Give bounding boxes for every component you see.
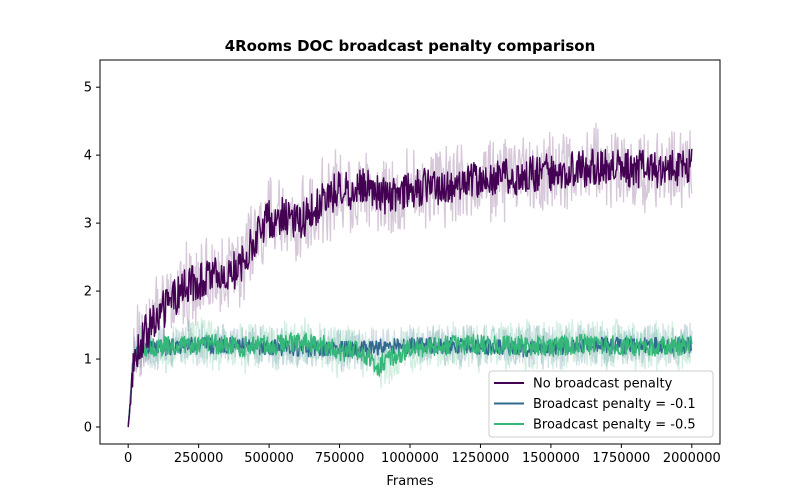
x-tick-label: 1750000: [592, 451, 650, 466]
x-axis-label: Frames: [386, 474, 434, 489]
x-tick-label: 1000000: [381, 451, 439, 466]
series-line-0: [127, 148, 693, 428]
series-line-2: [127, 332, 693, 428]
y-tick-label: 0: [84, 421, 92, 436]
legend-label-2: Broadcast penalty = -0.5: [533, 418, 696, 433]
legend-label-0: No broadcast penalty: [533, 377, 673, 392]
legend-label-1: Broadcast penalty = -0.1: [533, 397, 696, 412]
x-tick-label: 250000: [174, 451, 224, 466]
x-tick-label: 750000: [315, 451, 365, 466]
x-tick-label: 500000: [244, 451, 294, 466]
y-tick-label: 3: [84, 217, 92, 232]
series-band-0: [127, 122, 693, 428]
x-tick-label: 1250000: [452, 451, 510, 466]
y-tick-label: 2: [84, 285, 92, 300]
x-tick-label: 2000000: [663, 451, 721, 466]
y-tick-label: 5: [84, 81, 92, 96]
chart-title: 4Rooms DOC broadcast penalty comparison: [225, 37, 596, 55]
x-tick-label: 1500000: [522, 451, 580, 466]
legend-frame: [488, 370, 714, 438]
y-tick-label: 1: [84, 353, 92, 368]
x-tick-label: 0: [124, 451, 132, 466]
y-tick-label: 4: [84, 149, 92, 164]
legend: No broadcast penalty Broadcast penalty = …: [488, 370, 714, 438]
